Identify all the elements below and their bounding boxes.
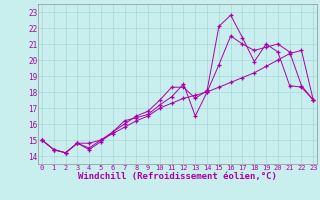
X-axis label: Windchill (Refroidissement éolien,°C): Windchill (Refroidissement éolien,°C)	[78, 172, 277, 181]
